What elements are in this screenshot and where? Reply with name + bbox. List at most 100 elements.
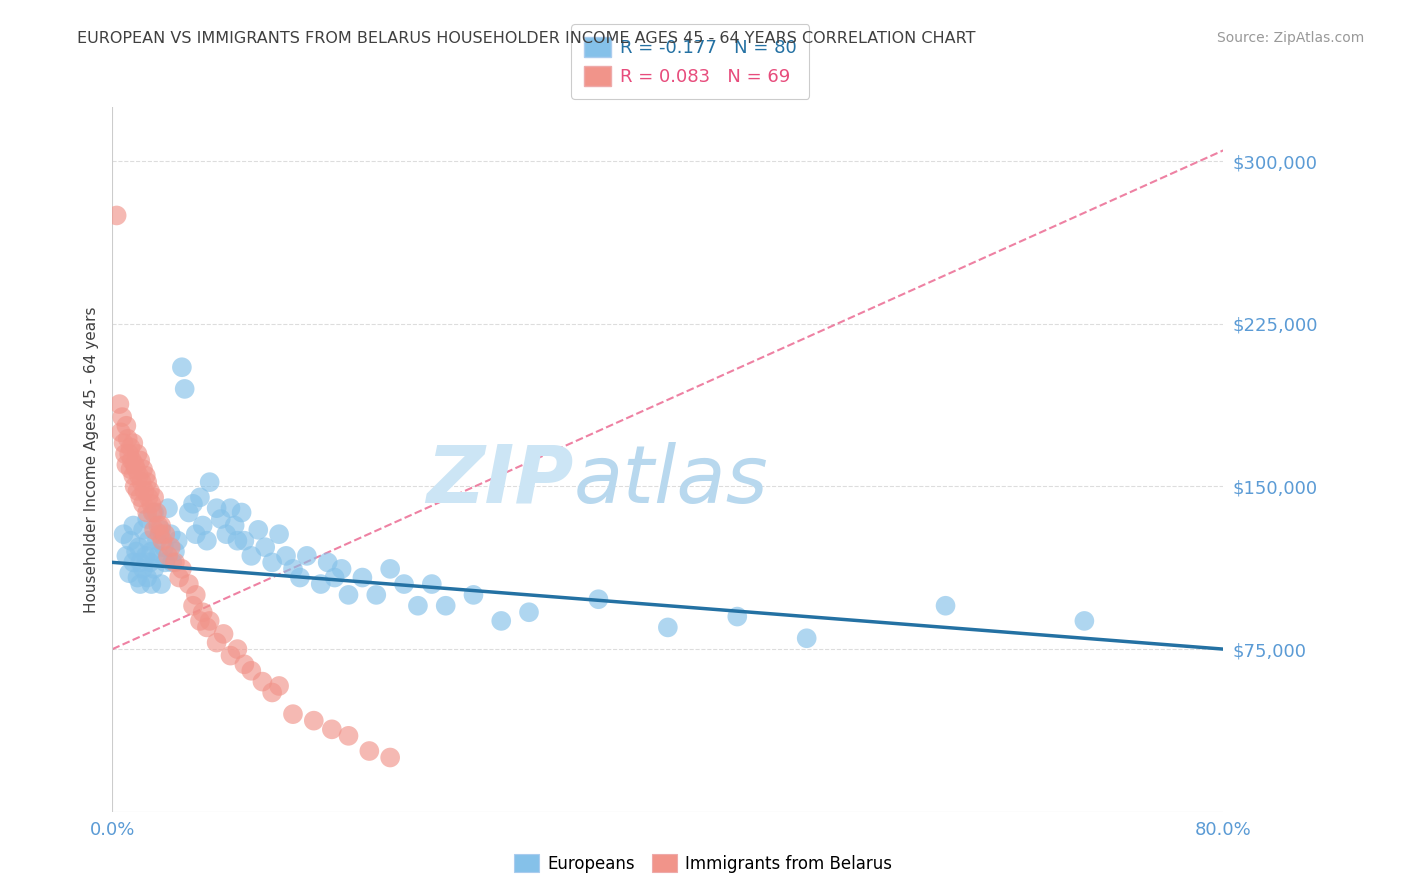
Point [136,475,159,490]
Point [337,588,360,602]
Point [170,562,193,576]
Point [181,497,204,511]
Point [181,599,204,613]
Point [1073,614,1095,628]
Point [125,462,148,476]
Point [122,436,145,450]
Point [132,497,155,511]
Point [254,540,277,554]
Point [233,533,256,548]
Point [157,549,180,563]
Point [127,447,149,461]
Point [142,506,165,520]
Point [267,679,291,693]
Point [184,588,207,602]
Point [406,599,429,613]
Point [112,436,135,450]
Point [128,468,150,483]
Point [934,599,956,613]
Point [139,555,162,569]
Text: ZIP: ZIP [426,442,574,519]
Point [188,614,211,628]
Y-axis label: Householder Income Ages 45 - 64 years: Householder Income Ages 45 - 64 years [83,306,98,613]
Point [149,527,172,541]
Point [267,527,291,541]
Point [122,518,145,533]
Point [240,549,263,563]
Point [115,418,138,433]
Point [117,432,139,446]
Point [281,707,304,722]
Point [127,570,149,584]
Point [143,491,166,505]
Point [141,544,163,558]
Point [127,483,149,498]
Point [143,562,166,576]
Point [112,527,135,541]
Point [129,555,152,569]
Point [288,570,311,584]
Point [226,533,249,548]
Point [321,723,343,737]
Point [274,549,297,563]
Point [224,518,246,533]
Point [155,527,177,541]
Point [150,518,173,533]
Point [205,635,228,649]
Point [143,523,166,537]
Point [150,523,173,537]
Point [219,648,242,663]
Point [153,540,176,554]
Legend: Europeans, Immigrants from Belarus: Europeans, Immigrants from Belarus [508,847,898,880]
Point [166,533,188,548]
Point [118,566,141,581]
Point [191,518,214,533]
Point [177,577,200,591]
Point [143,506,166,520]
Point [173,382,195,396]
Point [380,750,402,764]
Point [124,458,146,472]
Point [240,664,263,678]
Point [316,555,339,569]
Text: EUROPEAN VS IMMIGRANTS FROM BELARUS HOUSEHOLDER INCOME AGES 45 - 64 YEARS CORREL: EUROPEAN VS IMMIGRANTS FROM BELARUS HOUS… [77,31,976,46]
Point [131,475,153,490]
Point [247,523,270,537]
Point [588,592,610,607]
Point [434,599,457,613]
Point [337,729,360,743]
Point [212,627,235,641]
Point [233,657,256,672]
Point [114,447,136,461]
Point [148,518,170,533]
Point [215,527,238,541]
Point [122,468,145,483]
Point [125,544,148,558]
Point [657,620,679,634]
Text: atlas: atlas [574,442,768,519]
Point [121,453,143,467]
Point [195,620,218,634]
Point [725,609,748,624]
Point [380,562,402,576]
Legend: R = -0.177   N = 80, R = 0.083   N = 69: R = -0.177 N = 80, R = 0.083 N = 69 [571,24,808,98]
Point [120,441,142,455]
Point [309,577,332,591]
Point [118,447,141,461]
Point [146,506,169,520]
Point [115,549,138,563]
Point [392,577,415,591]
Point [352,570,374,584]
Point [135,549,157,563]
Point [163,544,186,558]
Point [198,475,221,490]
Point [198,614,221,628]
Point [159,540,181,554]
Point [129,453,152,467]
Point [120,462,142,476]
Point [146,533,169,548]
Point [115,458,138,472]
Point [366,588,388,602]
Point [134,483,156,498]
Point [170,360,193,375]
